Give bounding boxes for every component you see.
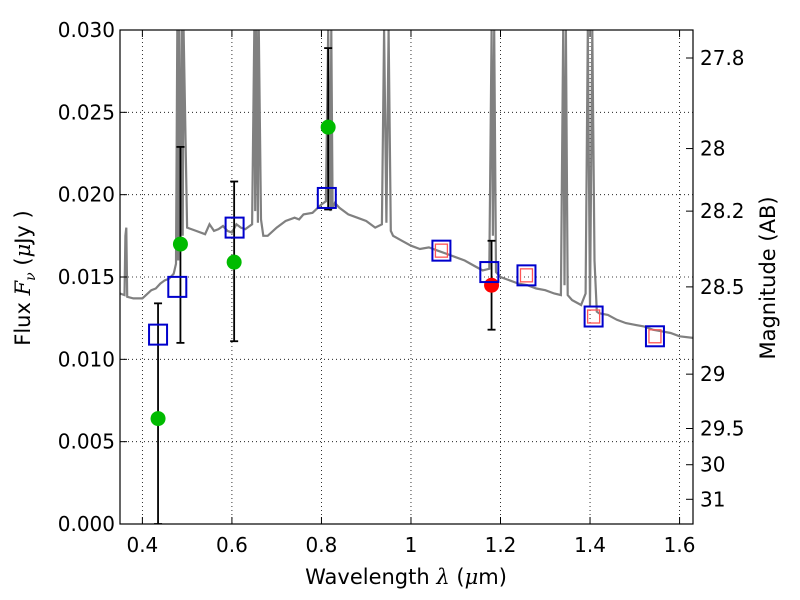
- x-tick-label-2: 0.8: [306, 533, 338, 557]
- x-tick-label-1: 0.6: [216, 533, 248, 557]
- model-square-2-4: [431, 239, 452, 262]
- mag-tick-label-6: 30: [700, 453, 725, 477]
- mag-tick-label-1: 28: [700, 137, 725, 161]
- y-tick-label-5: 0.025: [58, 100, 115, 124]
- y-axis-label: Flux Fν (μJy ): [11, 210, 39, 345]
- y-tick-label-0: 0.000: [58, 512, 115, 536]
- model-square-2-3: [316, 186, 337, 209]
- model-square-2-7: [583, 305, 604, 328]
- model-spectrum-line: [120, 30, 693, 339]
- y-tick-label-1: 0.005: [58, 430, 115, 454]
- model-inner-square-3-0: [434, 243, 449, 258]
- model-inner-square-3-1: [519, 268, 534, 283]
- mag-tick-label-3: 28.5: [700, 275, 745, 299]
- model-square-2-1: [167, 275, 188, 298]
- model-square-2-2: [224, 216, 245, 239]
- mag-tick-label-0: 27.8: [700, 46, 745, 70]
- mag-tick-label-7: 31: [700, 487, 725, 511]
- axis-ticks: 0.4 0.6 0.8 1 1.2 1.4 1.6 0.000 0.005 0.010 0.015 0…: [58, 18, 745, 557]
- point-1-0: [484, 277, 500, 293]
- model-inner-square-3-3: [648, 329, 662, 344]
- x-tick-label-5: 1.4: [574, 533, 606, 557]
- x-axis-label: Wavelength λ (μm): [305, 565, 507, 589]
- x-tick-label-3: 1: [405, 533, 418, 557]
- x-tick-label-4: 1.2: [485, 533, 517, 557]
- mag-tick-label-2: 28.2: [700, 199, 745, 223]
- y-tick-label-6: 0.030: [58, 18, 115, 42]
- model-square-2-8: [644, 325, 665, 348]
- magnitude-axis-label: Magnitude (AB): [756, 196, 780, 359]
- mag-tick-label-5: 29.5: [700, 416, 745, 440]
- point-0-2: [226, 254, 242, 270]
- y-tick-label-2: 0.010: [58, 347, 115, 371]
- model-inner-square-3-2: [586, 309, 601, 324]
- mag-tick-label-4: 29: [700, 362, 725, 386]
- y-tick-label-3: 0.015: [58, 265, 115, 289]
- data-markers: [148, 119, 665, 427]
- x-tick-label-6: 1.6: [664, 533, 696, 557]
- model-square-2-6: [516, 264, 537, 287]
- model-square-2-0: [148, 323, 169, 346]
- point-0-1: [172, 236, 188, 252]
- model-square-2-5: [479, 261, 500, 284]
- y-tick-label-4: 0.020: [58, 183, 115, 207]
- x-tick-label-0: 0.4: [126, 533, 158, 557]
- point-0-3: [320, 119, 336, 135]
- point-0-0: [150, 411, 166, 427]
